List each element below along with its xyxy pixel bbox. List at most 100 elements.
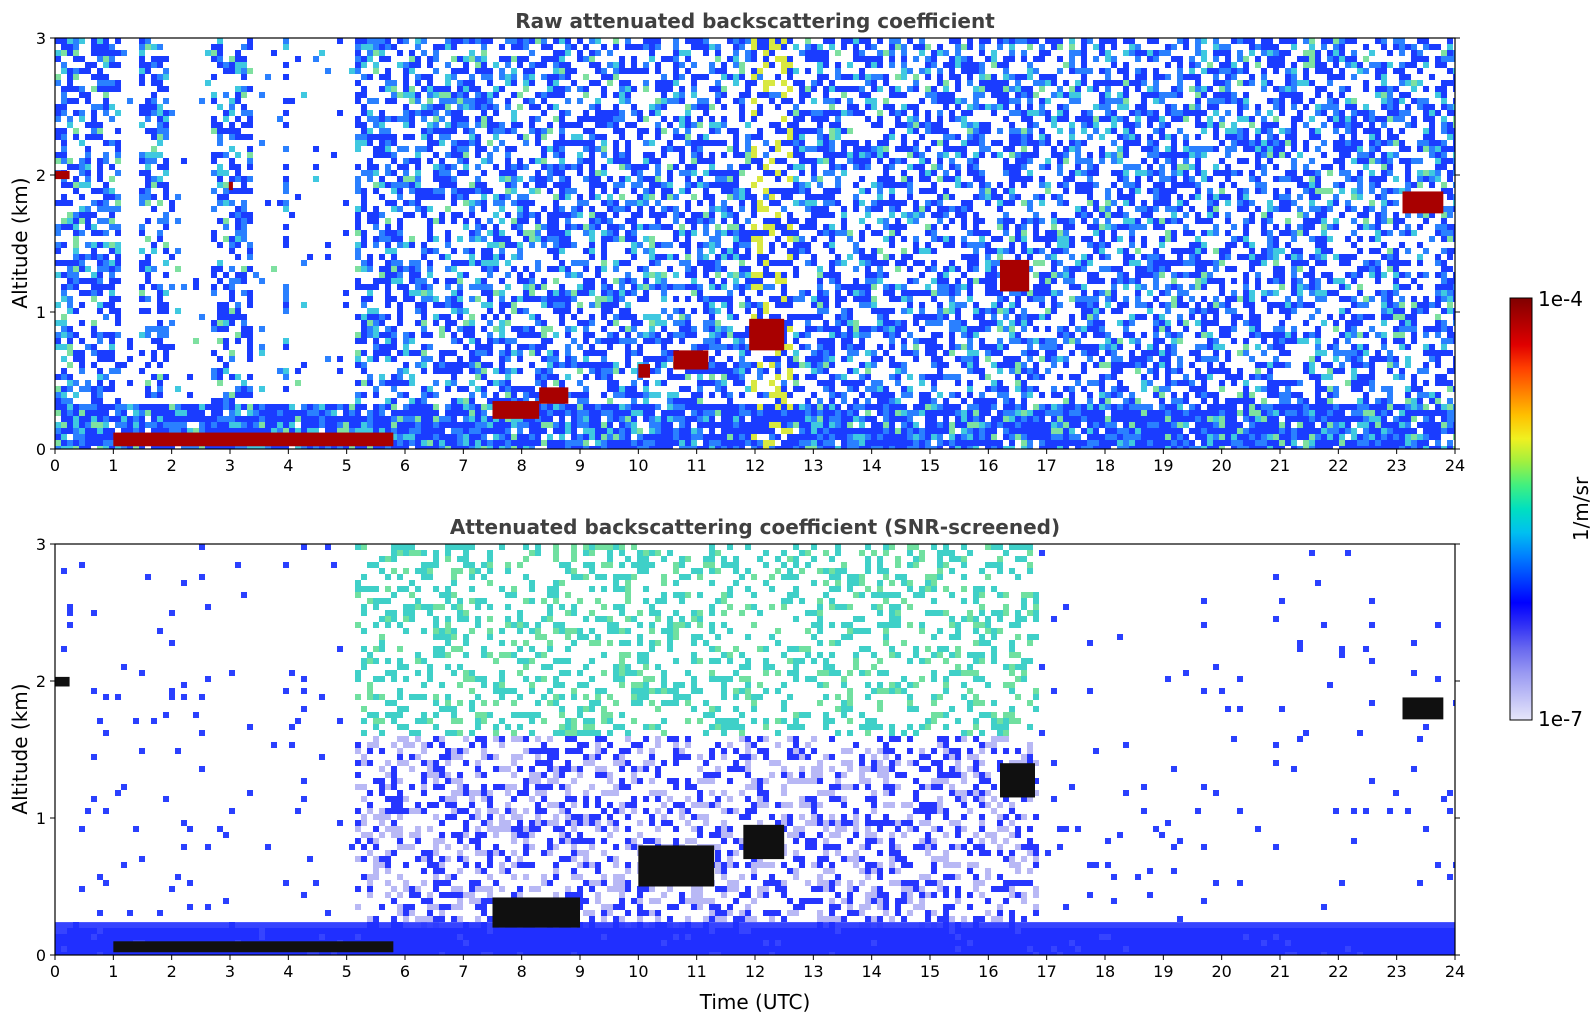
backscatter-cell	[811, 56, 817, 62]
backscatter-cell	[661, 242, 667, 248]
backscatter-cell	[481, 326, 487, 332]
backscatter-cell	[769, 158, 775, 164]
backscatter-cell	[787, 134, 793, 140]
backscatter-cell	[613, 62, 619, 68]
backscatter-cell	[61, 62, 67, 68]
backscatter-cell	[691, 212, 697, 218]
backscatter-cell	[829, 260, 835, 266]
backscatter-cell	[373, 68, 379, 74]
backscatter-cell	[55, 248, 61, 254]
backscatter-cell	[109, 266, 115, 272]
backscatter-cell	[151, 392, 157, 398]
backscatter-cell	[685, 218, 691, 224]
backscatter-cell	[139, 350, 145, 356]
backscatter-cell	[139, 404, 145, 410]
backscatter-cell	[517, 248, 523, 254]
backscatter-cell	[787, 98, 793, 104]
backscatter-cell	[859, 152, 865, 158]
backscatter-cell	[445, 182, 451, 188]
backscatter-cell	[661, 380, 667, 386]
backscatter-cell	[235, 62, 241, 68]
backscatter-cell	[73, 164, 79, 170]
backscatter-cell	[547, 302, 553, 308]
backscatter-cell	[85, 404, 91, 410]
backscatter-cell	[637, 410, 643, 416]
backscatter-cell	[817, 134, 823, 140]
backscatter-cell	[637, 200, 643, 206]
backscatter-cell	[865, 272, 871, 278]
backscatter-cell	[403, 380, 409, 386]
backscatter-cell	[811, 356, 817, 362]
backscatter-cell	[559, 194, 565, 200]
backscatter-cell	[535, 128, 541, 134]
backscatter-cell	[655, 200, 661, 206]
backscatter-cell	[427, 416, 433, 422]
backscatter-cell	[775, 350, 781, 356]
backscatter-cell	[439, 254, 445, 260]
backscatter-cell	[535, 422, 541, 428]
backscatter-cell	[325, 68, 331, 74]
backscatter-cell	[223, 416, 229, 422]
backscatter-cell	[751, 98, 757, 104]
backscatter-cell	[745, 404, 751, 410]
backscatter-cell	[85, 182, 91, 188]
backscatter-cell	[403, 332, 409, 338]
backscatter-cell	[199, 416, 205, 422]
backscatter-cell	[61, 158, 67, 164]
backscatter-cell	[331, 428, 337, 434]
backscatter-cell	[379, 74, 385, 80]
backscatter-cell	[373, 428, 379, 434]
backscatter-cell	[223, 338, 229, 344]
backscatter-cell	[67, 284, 73, 290]
backscatter-cell	[865, 260, 871, 266]
backscatter-cell	[409, 242, 415, 248]
backscatter-cell	[889, 92, 895, 98]
backscatter-cell	[769, 92, 775, 98]
backscatter-cell	[163, 188, 169, 194]
backscatter-cell	[589, 320, 595, 326]
backscatter-cell	[775, 362, 781, 368]
backscatter-cell	[403, 422, 409, 428]
backscatter-cell	[865, 206, 871, 212]
backscatter-cell	[343, 200, 349, 206]
backscatter-cell	[733, 128, 739, 134]
backscatter-cell	[877, 380, 883, 386]
backscatter-cell	[469, 254, 475, 260]
backscatter-cell	[673, 146, 679, 152]
backscatter-cell	[517, 104, 523, 110]
backscatter-cell	[115, 242, 121, 248]
backscatter-cell	[895, 326, 901, 332]
backscatter-cell	[643, 434, 649, 440]
backscatter-cell	[619, 278, 625, 284]
backscatter-cell	[769, 314, 775, 320]
backscatter-cell	[55, 272, 61, 278]
backscatter-cell	[775, 368, 781, 374]
backscatter-cell	[895, 74, 901, 80]
backscatter-cell	[481, 374, 487, 380]
backscatter-cell	[361, 170, 367, 176]
backscatter-cell	[691, 164, 697, 170]
backscatter-cell	[871, 98, 877, 104]
backscatter-cell	[793, 440, 799, 446]
backscatter-cell	[775, 38, 781, 44]
backscatter-cell	[427, 122, 433, 128]
backscatter-cell	[559, 158, 565, 164]
backscatter-cell	[265, 404, 271, 410]
backscatter-cell	[373, 404, 379, 410]
backscatter-cell	[667, 368, 673, 374]
backscatter-cell	[511, 68, 517, 74]
backscatter-cell	[613, 188, 619, 194]
backscatter-cell	[355, 362, 361, 368]
backscatter-cell	[181, 428, 187, 434]
backscatter-cell	[193, 446, 199, 449]
backscatter-cell	[127, 404, 133, 410]
backscatter-cell	[637, 170, 643, 176]
backscatter-cell	[247, 212, 253, 218]
backscatter-cell	[637, 110, 643, 116]
backscatter-cell	[421, 290, 427, 296]
backscatter-cell	[355, 122, 361, 128]
backscatter-cell	[775, 410, 781, 416]
backscatter-cell	[469, 182, 475, 188]
backscatter-cell	[841, 44, 847, 50]
backscatter-cell	[247, 122, 253, 128]
